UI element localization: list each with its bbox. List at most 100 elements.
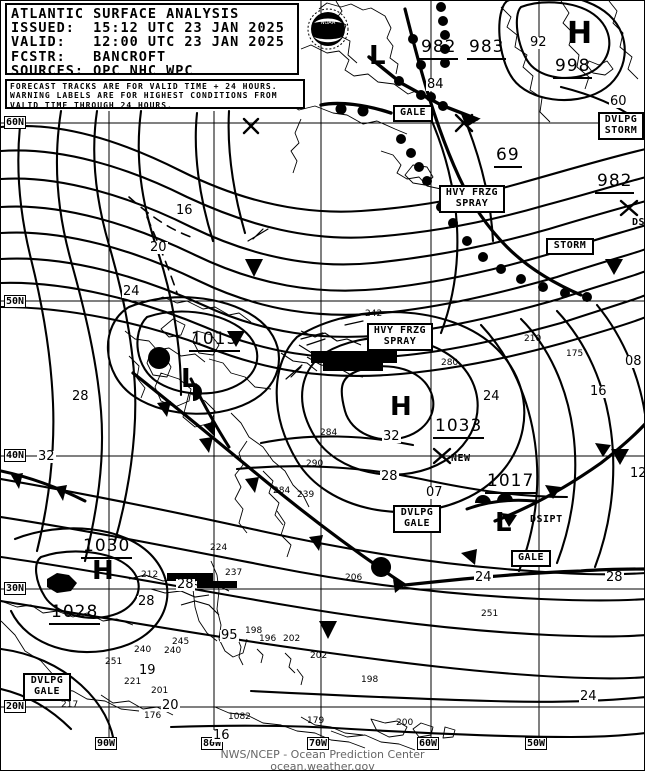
notice-line-2: VALID TIME THROUGH 24 HOURS.: [10, 100, 173, 110]
isobar-contours: [1, 1, 644, 751]
title-line-4: SOURCES: OPC NHC WPC: [11, 62, 194, 79]
isobar-label-38: 240: [164, 646, 182, 656]
longitude-label-60w: 60W: [417, 737, 440, 750]
pressure-value-1033: 1033: [433, 416, 485, 439]
isobar-label-36: 237: [225, 568, 243, 578]
isobar-label-24: 206: [345, 573, 363, 583]
isobar-label-34: 212: [141, 570, 159, 580]
annotation-new: NEW: [451, 453, 471, 464]
isobar-label-4: 32: [37, 449, 56, 464]
isobar-label-43: 217: [61, 700, 79, 710]
isobar-label-33: 284: [320, 428, 338, 438]
isobar-label-40: 221: [124, 677, 142, 687]
isobar-label-32: 284: [273, 486, 291, 496]
stationary-front-atlantic: [403, 567, 644, 587]
pressure-value-1017: 1017: [485, 471, 537, 494]
latitude-label-50n: 50N: [4, 295, 27, 308]
isobar-label-30: 290: [306, 459, 324, 469]
isobar-label-1: 20: [149, 240, 168, 255]
latitude-label-40n: 40N: [4, 449, 27, 462]
isobar-label-50: 251: [105, 657, 123, 667]
warning-box-storm: STORM: [546, 238, 594, 255]
analysis-title-box: ATLANTIC SURFACE ANALYSIS ISSUED: 15:12 …: [5, 3, 299, 79]
isobar-label-45: 1082: [228, 712, 251, 722]
isobar-label-9: 16: [589, 384, 608, 399]
graticule-lines: [1, 1, 644, 749]
isobar-label-3: 28: [71, 389, 90, 404]
trough-markers-left: [148, 259, 629, 639]
pressure-value-1013: 1013: [189, 329, 241, 352]
isobar-label-16: 24: [474, 570, 493, 585]
isobar-label-23: 251: [481, 609, 499, 619]
station-plot-cluster: [47, 330, 397, 616]
isobar-label-29: 198: [245, 626, 263, 636]
weather-fronts: [1, 2, 644, 639]
latitude-label-20n: 20N: [4, 700, 27, 713]
isobar-label-15: 28: [176, 577, 195, 592]
front-x-markers: [242, 113, 639, 465]
pressure-value-1028: 1028: [49, 602, 101, 625]
warning-box-dvlpg-gale: DVLPG GALE: [393, 505, 441, 533]
isobar-label-51: 175: [566, 349, 584, 359]
trough-dashed-upper-left: [128, 196, 192, 294]
pressure-value-982: 982: [595, 171, 635, 194]
notice-line-0: FORECAST TRACKS ARE FOR VALID TIME + 24 …: [10, 82, 278, 91]
cold-front-northwest: [1, 469, 87, 503]
isobar-label-52: 210: [524, 334, 542, 344]
isobar-label-11: 32: [382, 429, 401, 444]
isobar-label-20: 16: [212, 728, 231, 743]
high-pressure-symbol-2: H: [567, 16, 593, 51]
warning-box-gale: GALE: [511, 550, 551, 567]
isobar-label-37: 240: [134, 645, 152, 655]
pressure-value-69: 69: [494, 145, 522, 168]
isobar-label-49: 19: [138, 663, 157, 678]
high-pressure-symbol-6: H: [390, 392, 412, 422]
warning-box-hvy-frzg-spray: HVY FRZG SPRAY: [439, 185, 505, 213]
isobar-label-2: 24: [122, 284, 141, 299]
warning-box-hvy-frzg-spray: HVY FRZG SPRAY: [367, 323, 433, 351]
isobar-label-17: 28: [605, 570, 624, 585]
isobar-label-35: 224: [210, 543, 228, 553]
pressure-value-983: 983: [467, 37, 507, 60]
isobar-label-39: 245: [172, 637, 190, 647]
isobar-label-12: 28: [380, 469, 399, 484]
pressure-value-1030: 1030: [81, 536, 133, 559]
isobar-label-0: 16: [175, 203, 194, 218]
isobar-label-6: 92: [529, 35, 548, 50]
title-line-3: FCSTR: BANCROFT: [11, 48, 167, 65]
title-line-1: ISSUED: 15:12 UTC 23 JAN 2025: [11, 20, 285, 37]
isobar-label-19: 07: [425, 485, 444, 500]
isobar-label-46: 179: [307, 716, 325, 726]
isobar-label-27: 202: [283, 634, 301, 644]
isobar-label-44: 20: [161, 698, 180, 713]
forecast-notice-box: FORECAST TRACKS ARE FOR VALID TIME + 24 …: [5, 79, 305, 110]
noaa-logo: NOAA: [307, 8, 349, 50]
isobar-label-22: 280: [441, 358, 459, 368]
warning-box-dvlpg-gale: DVLPG GALE: [23, 673, 71, 701]
isobar-label-8: 08: [624, 354, 643, 369]
isobar-label-28: 196: [259, 634, 277, 644]
pressure-value-998: 998: [553, 56, 593, 79]
isobar-label-21: 242: [365, 309, 383, 319]
isobar-label-48: 95: [220, 628, 239, 643]
isobar-label-47: 200: [396, 718, 414, 728]
svg-text:NOAA: NOAA: [321, 20, 336, 26]
annotation-dsipt: DSIPT: [530, 514, 563, 525]
isobar-label-41: 201: [151, 686, 169, 696]
isobar-label-14: 28: [137, 594, 156, 609]
longitude-label-70w: 70W: [307, 737, 330, 750]
isobar-label-10: 24: [482, 389, 501, 404]
low-pressure-symbol-0: L: [369, 41, 386, 71]
isobar-label-42: 176: [144, 711, 162, 721]
occluded-front-canada: [189, 377, 231, 449]
isobar-label-26: 202: [310, 651, 328, 661]
trough-line-dotted: [436, 2, 450, 68]
isobar-label-7: 60: [609, 94, 628, 109]
isobar-label-18: 24: [579, 689, 598, 704]
warning-box-gale: GALE: [393, 105, 433, 122]
cold-front-east-coast: [131, 371, 407, 593]
longitude-label-50w: 50W: [525, 737, 548, 750]
cold-front-mid-atlantic: [493, 422, 644, 527]
